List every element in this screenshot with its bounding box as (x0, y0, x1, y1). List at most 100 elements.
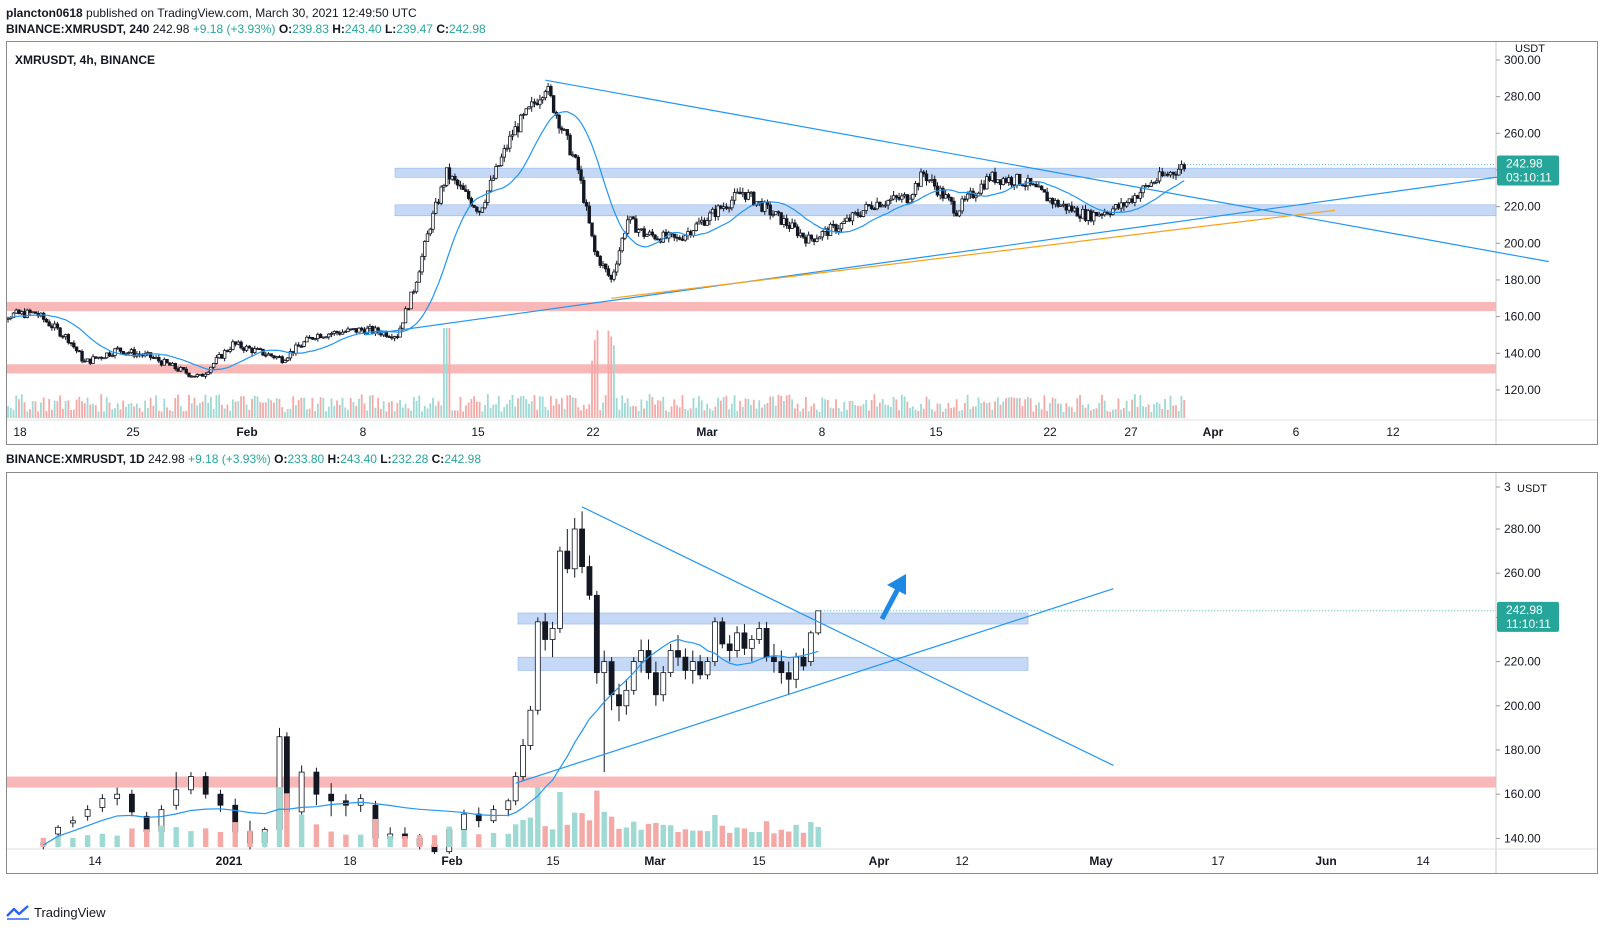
candle-body (1064, 203, 1069, 211)
candle-body (719, 205, 723, 209)
volume-bar (766, 402, 769, 418)
candle-body (872, 208, 877, 211)
candle-body (313, 771, 320, 795)
candle-body (620, 237, 624, 252)
candle-body (908, 198, 912, 204)
volume-bar (1002, 401, 1005, 418)
candle-body (998, 179, 1003, 185)
y-tick-label: 200.00 (1504, 236, 1541, 250)
volume-bar (476, 834, 482, 847)
volume-bar (525, 399, 528, 418)
volume-bar (953, 407, 955, 418)
volume-bar (305, 409, 308, 418)
candle-body (683, 234, 687, 241)
candle-body (6, 317, 10, 320)
bottom-chart-pane[interactable]: 3280.00260.00240.00220.00200.00180.00160… (6, 472, 1598, 874)
volume-bar (1144, 406, 1147, 418)
volume-bar (446, 826, 452, 847)
volume-bar (15, 395, 18, 418)
volume-bar (336, 400, 338, 418)
volume-bar (177, 394, 179, 418)
volume-bar (55, 835, 61, 847)
candle-body (1135, 195, 1140, 199)
tradingview-brand[interactable]: TradingView (34, 904, 106, 920)
zone-support (394, 204, 1497, 217)
volume-bar (637, 410, 640, 418)
candle-body (801, 232, 805, 238)
candle-body (324, 336, 328, 339)
candle-body (105, 352, 109, 359)
candle-body (623, 689, 630, 707)
candle-body (1152, 182, 1156, 184)
candle-body (99, 798, 106, 808)
volume-bar (467, 402, 470, 418)
candle-body (974, 195, 978, 199)
volume-bar (67, 400, 70, 418)
candle-body (52, 323, 57, 329)
y-tick-label: 280.00 (1504, 522, 1541, 536)
candle-body (168, 362, 172, 366)
volume-bar (215, 395, 218, 418)
candle-body (749, 191, 753, 194)
candle-body (639, 228, 644, 231)
volume-bar (59, 395, 62, 418)
candle-body (1078, 215, 1082, 219)
volume-bar (251, 398, 253, 418)
top-last: 242.98 (152, 22, 190, 36)
top-chart-svg[interactable]: 300.00280.00260.00240.00220.00200.00180.… (0, 42, 1597, 444)
volume-bar (402, 836, 408, 847)
bottom-chart-svg[interactable]: 3280.00260.00240.00220.00200.00180.00160… (7, 473, 1597, 873)
volume-bar (203, 828, 209, 847)
volume-bar (92, 403, 94, 418)
volume-bar (903, 396, 906, 418)
bottom-close: 242.98 (444, 452, 482, 466)
volume-bar (733, 395, 736, 418)
candle-body (527, 709, 534, 746)
top-chart-pane[interactable]: 300.00280.00260.00240.00220.00200.00180.… (0, 41, 1598, 445)
candle-body (84, 809, 91, 817)
volume-bar (53, 400, 56, 418)
x-tick-label: 2021 (216, 854, 243, 868)
volume-bar (393, 411, 396, 418)
candle-body (110, 355, 114, 357)
volume-bar (741, 406, 744, 418)
publish-info: plancton0618 published on TradingView.co… (6, 6, 417, 20)
candle-body (512, 776, 519, 802)
volume-bar (763, 821, 770, 847)
candle-body (560, 127, 564, 131)
volume-bar (999, 404, 1002, 418)
zone-resistance (517, 612, 1029, 625)
candle-body (1168, 171, 1173, 176)
x-tick-label: 18 (13, 425, 27, 439)
volume-bar (939, 403, 942, 418)
y-tick-label: 180.00 (1504, 743, 1541, 757)
x-tick-label: May (1089, 854, 1113, 868)
candle-body (702, 219, 707, 226)
volume-bar (533, 395, 536, 418)
volume-bar (399, 399, 401, 418)
y-tick-label: 160.00 (1504, 310, 1541, 324)
candle-body (44, 319, 49, 323)
candle-body (1111, 208, 1115, 215)
candle-body (787, 225, 792, 229)
volume-bar (599, 410, 602, 418)
candle-body (1113, 204, 1118, 210)
candle-body (66, 334, 71, 344)
candle-body (804, 236, 808, 244)
volume-bar (662, 396, 665, 418)
candle-body (831, 223, 835, 226)
candle-body (255, 348, 260, 351)
volume-bar (640, 399, 643, 418)
candle-body (699, 219, 704, 223)
volume-bar (566, 395, 569, 418)
volume-bar (815, 827, 821, 847)
volume-bar (667, 825, 674, 847)
publisher-name[interactable]: plancton0618 (6, 6, 83, 20)
volume-bar (580, 410, 582, 418)
volume-bar (613, 345, 615, 418)
volume-bar (826, 400, 829, 418)
volume-bar (166, 407, 168, 418)
volume-bar (48, 398, 51, 418)
volume-bar (360, 394, 363, 418)
candle-body (708, 212, 712, 222)
